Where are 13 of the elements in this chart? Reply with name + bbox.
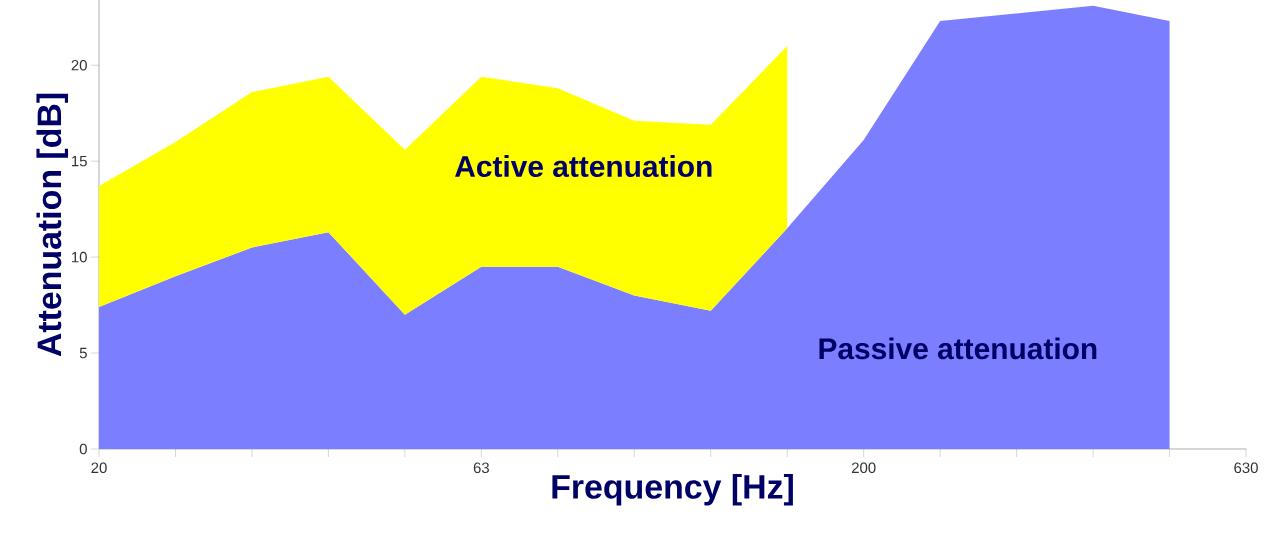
y-tick-label: 15 <box>72 155 87 167</box>
y-tick-label: 20 <box>71 59 87 71</box>
y-tick-label: 10 <box>72 251 87 263</box>
x-tick-label: 200 <box>851 462 876 474</box>
x-tick-label: 20 <box>91 462 107 474</box>
y-tick-label: 0 <box>79 443 87 455</box>
y-tick-label: 5 <box>79 347 87 359</box>
series-label: Passive attenuation <box>819 337 1097 360</box>
y-axis-title: Attenuation [dB] <box>36 93 69 357</box>
x-tick-label: 63 <box>473 462 489 474</box>
x-axis-title: Frequency [Hz] <box>552 473 793 506</box>
series-label: Active attenuation <box>455 155 712 178</box>
x-tick-label: 630 <box>1234 462 1258 474</box>
